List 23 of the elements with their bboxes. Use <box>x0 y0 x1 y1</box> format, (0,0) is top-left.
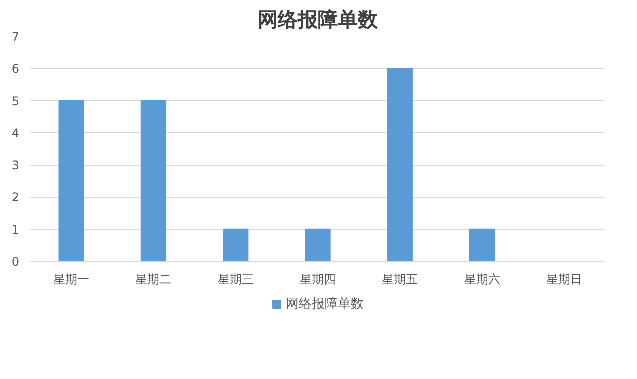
bar <box>469 228 496 262</box>
x-tick-label: 星期四 <box>300 272 336 286</box>
x-tick-label: 星期六 <box>464 272 500 286</box>
y-tick-label: 3 <box>12 158 20 173</box>
bar <box>305 228 331 262</box>
x-tick-label: 星期三 <box>218 272 254 286</box>
y-tick-label: 7 <box>12 30 20 44</box>
y-tick-label: 6 <box>12 62 20 76</box>
x-tick-label: 星期日 <box>546 272 582 286</box>
y-tick-label: 1 <box>12 222 20 237</box>
y-tick-label: 4 <box>12 126 20 140</box>
legend-label: 网络报障单数 <box>286 296 364 313</box>
y-tick-label: 0 <box>12 255 20 269</box>
bar <box>140 100 167 262</box>
y-tick-label: 5 <box>12 94 20 108</box>
chart-title: 网络报障单数 <box>258 8 379 32</box>
y-tick-label: 2 <box>12 190 20 205</box>
bar <box>58 100 84 262</box>
x-tick-label: 星期五 <box>382 272 418 286</box>
bar <box>223 228 249 262</box>
x-tick-label: 星期二 <box>136 272 172 286</box>
bar <box>387 68 413 262</box>
x-tick-label: 星期一 <box>54 272 90 286</box>
